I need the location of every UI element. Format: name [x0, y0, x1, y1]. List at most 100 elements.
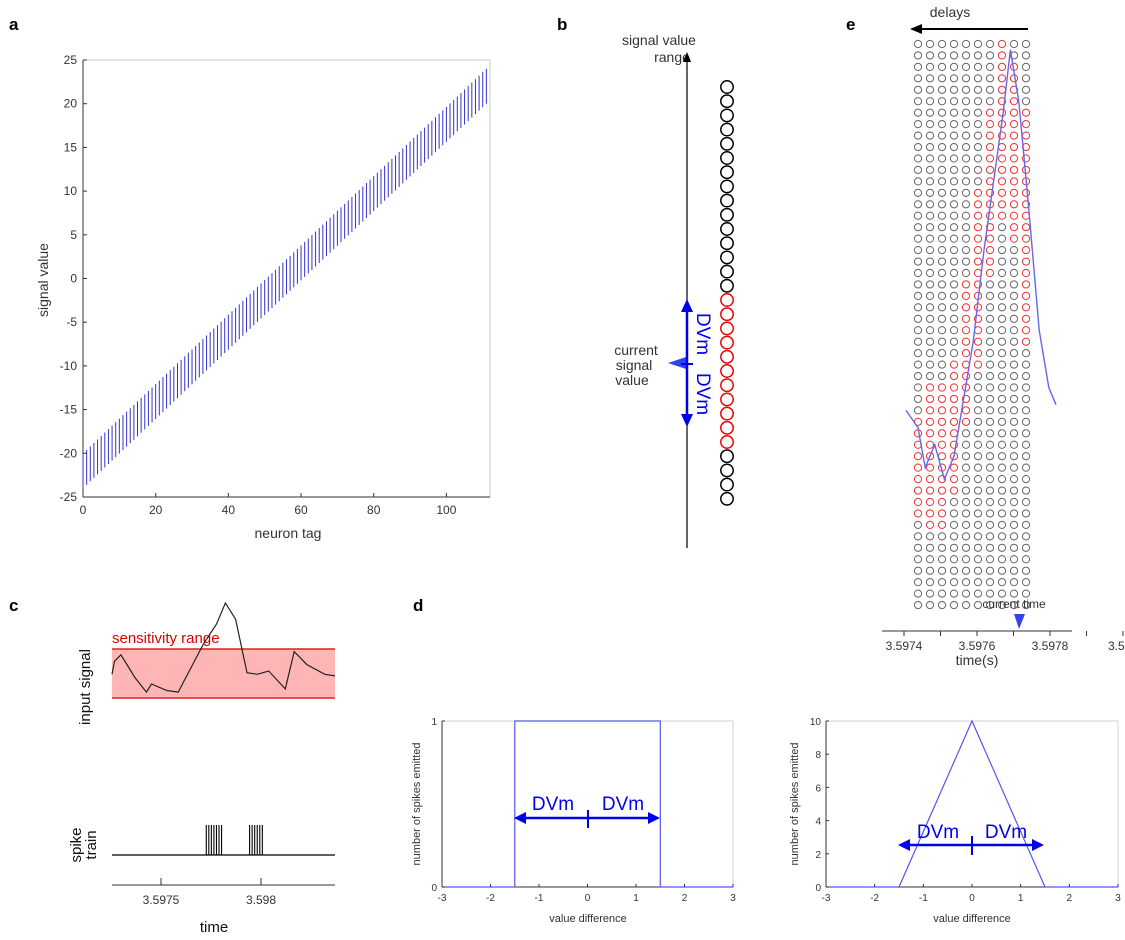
panel-e-delay-active	[913, 475, 923, 484]
panel-e-delay-active	[985, 246, 995, 255]
panel-b-neuron-active	[720, 392, 734, 407]
panel-e-delay	[985, 74, 995, 83]
panel-e-delay	[1009, 589, 1019, 598]
panel-d-right-x-tick-label: 2	[1067, 893, 1073, 904]
panel-e-delay	[997, 360, 1007, 369]
panel-e-delay	[997, 371, 1007, 381]
panel-e-delay	[925, 223, 935, 232]
panel-e-delay	[913, 326, 923, 335]
panel-e-signal-line	[905, 49, 1057, 482]
panel-e-delay	[1021, 520, 1031, 530]
panel-e-delay-active	[997, 200, 1007, 209]
panel-e-delay	[973, 578, 983, 587]
panel-e-delay	[1009, 394, 1019, 404]
panel-e-delay	[937, 314, 947, 323]
panel-b: b signal value range DVm DVm current sig…	[557, 15, 734, 548]
panel-e-delay	[973, 371, 983, 381]
panel-e-delay	[985, 520, 995, 530]
panel-e-delay	[913, 555, 923, 564]
panel-e-delay	[997, 337, 1007, 346]
panel-e-delay	[985, 360, 995, 369]
panel-d-right-y-tick-label: 10	[810, 717, 822, 728]
panel-e-delay	[1009, 600, 1019, 610]
panel-a-x-tick-label: 40	[222, 503, 236, 517]
panel-e-delay	[937, 234, 947, 243]
panel-e-delay	[1009, 246, 1019, 255]
panel-e-delay	[913, 371, 923, 381]
panel-e-delay	[961, 486, 971, 495]
panel-c-signal-y-label: input signal	[77, 649, 94, 725]
panel-e-delay	[925, 154, 935, 163]
panel-e-delay	[913, 211, 923, 220]
panel-a-y-tick-label: 20	[64, 97, 78, 111]
panel-e-delay-active	[925, 509, 935, 518]
panel-d-right-y-tick-label: 0	[815, 883, 821, 894]
panel-e-delay	[973, 394, 983, 404]
panel-e-delay-active	[1009, 234, 1019, 243]
panel-b-neuron	[720, 449, 734, 464]
panel-e-delay-active	[949, 417, 959, 426]
panel-e-delay-active	[1021, 234, 1031, 243]
panel-e-delay	[913, 589, 923, 598]
panel-e-delay-active	[1009, 188, 1019, 197]
panel-b-axis-label-line2: range	[654, 49, 690, 65]
panel-e-delay	[997, 314, 1007, 323]
panel-e-delay	[925, 589, 935, 598]
panel-e-delay	[985, 452, 995, 461]
panel-d-right-arrow-left	[898, 839, 910, 851]
panel-b-neuron-active	[720, 335, 734, 350]
panel-e-delay	[925, 268, 935, 278]
panel-c-sensitivity-label: sensitivity range	[112, 630, 220, 647]
panel-e-delay	[961, 452, 971, 461]
panel-e-delay	[961, 268, 971, 278]
panel-e-delay	[997, 268, 1007, 278]
panel-e-delay	[937, 200, 947, 209]
panel-d-right-x-tick-label: 3	[1115, 893, 1121, 904]
panel-e-delay	[925, 211, 935, 220]
panel-e-delay	[1009, 440, 1019, 449]
panel-d-right-x-label: value difference	[933, 913, 1010, 925]
panel-e-delay-active	[949, 406, 959, 415]
panel-d-right-x-tick-label: -2	[870, 893, 879, 904]
panel-b-neuron-active	[720, 364, 734, 378]
panel-e-delay	[949, 532, 959, 541]
panel-d-left-line	[442, 720, 733, 888]
panel-e-delay	[925, 39, 935, 49]
panel-e-delay-active	[937, 520, 947, 530]
panel-e-delay	[949, 85, 959, 94]
panel-e-delay	[949, 543, 959, 552]
panel-e-delay	[1009, 371, 1019, 381]
panel-e-delay	[913, 337, 923, 346]
panel-e-delay	[1009, 566, 1019, 575]
panel-e-delay	[1009, 280, 1019, 289]
panel-e-delay	[937, 74, 947, 83]
panel-e-delay	[1009, 39, 1019, 49]
panel-e-delay	[973, 589, 983, 598]
panel-e-delay	[997, 257, 1007, 266]
panel-e-delay-active	[925, 429, 935, 438]
panel-e-delay	[1021, 74, 1031, 83]
panel-e-delay	[949, 326, 959, 335]
panel-e-label: e	[846, 15, 855, 34]
panel-e-delay	[985, 337, 995, 346]
panel-e-delay	[937, 177, 947, 186]
panel-e-delay	[937, 131, 947, 140]
panel-e-delay	[1009, 268, 1019, 278]
panel-e-delay	[961, 200, 971, 209]
panel-e-delay-active	[997, 62, 1007, 72]
panel-e-delay-active	[961, 394, 971, 404]
panel-e-delay-active	[1021, 200, 1031, 209]
panel-a-x-tick-label: 60	[294, 503, 308, 517]
panel-e-delay-active	[949, 371, 959, 381]
panel-e-delay	[985, 394, 995, 404]
panel-e-delay	[973, 154, 983, 163]
panel-e-delay	[913, 360, 923, 369]
panel-d-right-x-tick-label: -3	[822, 893, 831, 904]
panel-e-delay-active	[949, 394, 959, 404]
panel-e-delay-active	[985, 234, 995, 243]
panel-e-delay-active	[925, 497, 935, 507]
panel-e-delay	[925, 177, 935, 186]
panel-a-y-tick-label: 25	[64, 53, 78, 67]
panel-e-delay	[925, 349, 935, 358]
